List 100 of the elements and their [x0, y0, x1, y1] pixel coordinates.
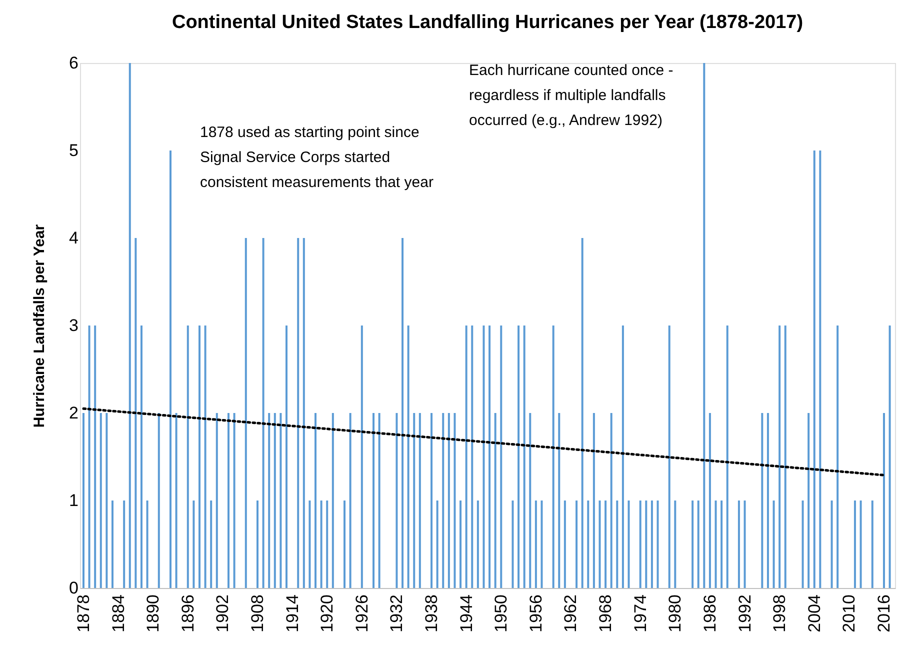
bar — [604, 500, 607, 588]
bar — [854, 500, 856, 588]
bar — [871, 500, 874, 588]
y-tick-label: 6 — [69, 54, 78, 72]
bar — [836, 326, 839, 588]
y-tick-label: 0 — [69, 578, 78, 598]
bar — [576, 500, 578, 588]
bar — [552, 326, 554, 588]
bar — [100, 413, 102, 588]
bar — [280, 413, 282, 588]
bar — [128, 63, 131, 588]
bar — [819, 150, 822, 588]
x-tick-label: 1974 — [630, 594, 650, 632]
bar — [244, 238, 247, 588]
bar — [308, 500, 311, 588]
bar — [326, 500, 328, 588]
bar — [286, 326, 288, 588]
bar — [134, 238, 137, 588]
bar — [378, 413, 380, 588]
bar — [476, 500, 479, 588]
bar — [407, 326, 410, 588]
bar — [448, 413, 450, 588]
bar — [581, 238, 584, 588]
bar — [158, 413, 160, 588]
x-tick-label: 1890 — [144, 594, 163, 632]
bar — [216, 413, 218, 588]
x-tick-label: 1884 — [108, 594, 128, 632]
bar — [534, 500, 537, 588]
bar — [744, 500, 746, 588]
bar — [766, 413, 769, 588]
bar — [123, 500, 126, 588]
bar — [192, 500, 195, 588]
bar — [650, 500, 653, 588]
x-tick-label: 1956 — [526, 594, 546, 632]
bar — [622, 326, 624, 588]
x-tick-label: 1896 — [178, 594, 198, 632]
bar — [465, 326, 468, 588]
bar — [413, 413, 416, 588]
bar — [726, 326, 728, 588]
bar — [512, 500, 514, 588]
x-tick-label: 1878 — [74, 594, 93, 632]
bar — [454, 413, 456, 588]
y-tick-label: 1 — [69, 491, 78, 510]
bar — [761, 413, 764, 588]
bar — [692, 500, 694, 588]
y-tick-label: 5 — [69, 141, 78, 160]
bar — [175, 413, 178, 588]
y-axis-title: Hurricane Landfalls per Year — [31, 224, 48, 428]
bar — [656, 500, 659, 588]
bar — [233, 413, 236, 588]
bar — [628, 500, 630, 588]
bar — [111, 500, 114, 588]
y-tick-label: 3 — [69, 316, 78, 335]
bar — [523, 326, 526, 588]
bar — [302, 238, 305, 588]
x-tick-label: 1944 — [456, 594, 476, 632]
bar — [714, 500, 717, 588]
bar — [396, 413, 398, 588]
bar — [500, 326, 502, 588]
bar — [320, 500, 322, 588]
x-tick-label: 1938 — [422, 594, 442, 632]
bar — [297, 238, 300, 588]
bar — [888, 326, 891, 588]
bar — [349, 413, 352, 588]
x-tick-label: 1908 — [248, 594, 267, 632]
x-tick-label: 1980 — [666, 594, 685, 632]
x-tick-label: 1920 — [318, 594, 337, 632]
x-tick-label: 1998 — [770, 594, 790, 632]
bar — [169, 150, 172, 588]
x-tick-label: 2004 — [804, 594, 824, 632]
bar — [140, 326, 142, 588]
x-tick-label: 1992 — [735, 594, 754, 632]
bar — [738, 500, 740, 588]
bar — [344, 500, 346, 588]
x-tick-label: 2016 — [874, 594, 894, 632]
bar — [703, 63, 706, 588]
bar — [540, 500, 543, 588]
bar — [94, 326, 96, 588]
bar — [146, 500, 148, 588]
bar — [198, 326, 200, 588]
bar — [360, 326, 363, 588]
bar — [418, 413, 421, 588]
bar — [592, 413, 595, 588]
x-tick-label: 1968 — [596, 594, 616, 632]
bar — [772, 500, 775, 588]
x-tick-label: 1950 — [492, 594, 511, 632]
bar — [808, 413, 810, 588]
bar — [372, 413, 375, 588]
bar — [610, 413, 612, 588]
x-tick-label: 2010 — [840, 594, 859, 632]
y-tick-label: 2 — [69, 404, 78, 422]
bar — [813, 150, 816, 588]
bar — [674, 500, 676, 588]
bar — [616, 500, 618, 588]
bar — [645, 500, 648, 588]
bar — [529, 413, 532, 588]
annotation: Each hurricane counted once - regardless if multiple landfalls occurred (e.g., Andrew 1992) — [469, 62, 674, 129]
x-tick-label: 1926 — [352, 594, 372, 632]
bar — [558, 413, 560, 588]
y-tick-label: 4 — [69, 228, 78, 248]
